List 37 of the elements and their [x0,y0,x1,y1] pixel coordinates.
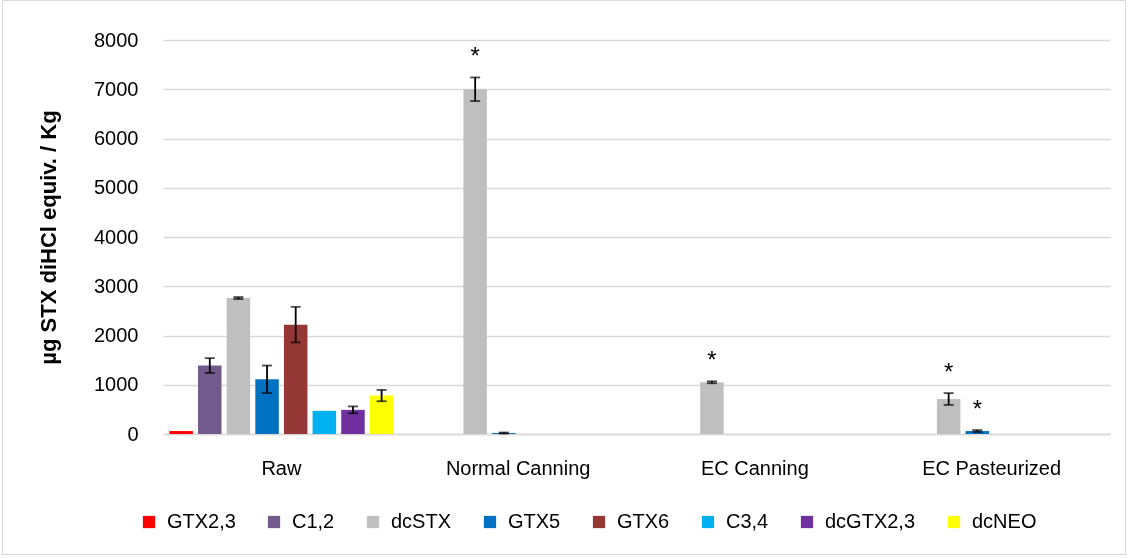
data-label: * [707,346,717,374]
legend-label: dcSTX [391,510,452,532]
x-tick-label: Raw [261,456,302,479]
x-tick-label: Normal Canning [445,456,591,479]
y-tick-label: 1000 [94,373,139,396]
bar [463,89,487,434]
legend-label: dcNEO [972,510,1037,532]
bar [936,399,961,434]
y-tick-label: 8000 [94,28,139,51]
legend-label: GTX5 [508,510,561,532]
x-tick-label: EC Pasteurized [922,456,1062,479]
y-tick-label: 5000 [94,176,139,199]
data-label: * [972,395,982,423]
legend-label: GTX2,3 [167,510,236,532]
legend-label: dcGTX2,3 [825,510,916,532]
data-label: * [470,42,480,70]
bar [341,409,365,434]
y-tick-label: 0 [127,422,139,445]
data-label: * [943,358,954,386]
legend-label: GTX6 [617,510,670,532]
bar [255,379,279,434]
y-axis-title: µg STX diHCl equiv. / Kg [36,110,62,365]
y-tick-label: 6000 [94,127,139,149]
legend-label: C1,2 [292,510,335,532]
legend-label: C3,4 [726,510,769,532]
bar [312,410,337,434]
bar [283,324,308,434]
bar [226,298,251,434]
bar [198,365,222,434]
bar [369,395,394,434]
y-tick-label: 4000 [94,225,139,248]
bar [700,382,724,434]
y-tick-label: 7000 [94,77,139,100]
y-tick-label: 2000 [94,324,139,346]
bar [169,431,193,434]
x-tick-label: EC Canning [700,456,809,479]
y-tick-label: 3000 [94,274,139,297]
